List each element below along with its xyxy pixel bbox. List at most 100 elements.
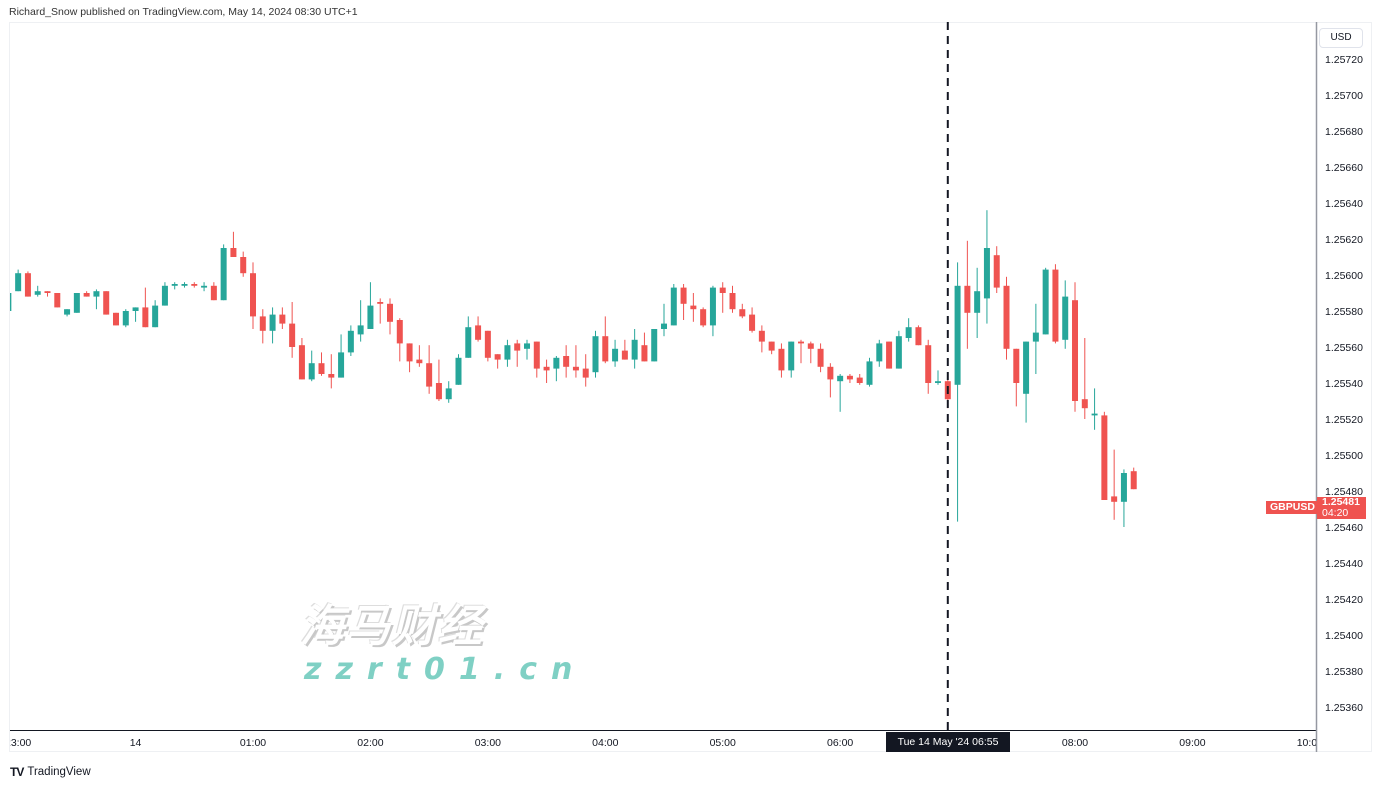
candle-body	[1091, 413, 1098, 416]
candle-body	[886, 341, 893, 369]
candle	[73, 293, 80, 313]
candle	[1042, 267, 1049, 335]
candle	[171, 282, 178, 290]
price-tick-label: 1.25500	[1325, 450, 1363, 462]
candle	[798, 339, 805, 364]
candle	[210, 282, 217, 301]
candle	[1130, 467, 1137, 490]
candle	[856, 374, 863, 385]
candle	[1111, 449, 1118, 520]
candle	[719, 282, 726, 313]
candle-body	[142, 307, 149, 328]
candle	[866, 357, 873, 387]
candle	[690, 293, 697, 322]
candle-body	[426, 363, 433, 387]
footer-brand[interactable]: TV TradingView	[10, 765, 91, 779]
candle	[152, 300, 159, 328]
candle	[465, 316, 472, 358]
candle	[778, 343, 785, 378]
candle	[132, 307, 139, 322]
candle-body	[377, 302, 384, 304]
candle-body	[993, 255, 1000, 288]
candle	[846, 374, 853, 383]
price-tick-label: 1.25360	[1325, 702, 1363, 714]
candle	[15, 269, 22, 292]
candle-body	[171, 284, 178, 286]
tradingview-logo-icon: TV	[10, 765, 24, 779]
candle	[289, 302, 296, 358]
candle-body	[44, 291, 51, 293]
candle	[886, 341, 893, 369]
candle-body	[602, 336, 609, 362]
candle	[876, 339, 883, 367]
candle	[220, 244, 227, 301]
candle	[602, 316, 609, 364]
candle-body	[1062, 296, 1069, 340]
candle-body	[563, 356, 570, 367]
candle	[377, 298, 384, 324]
candle	[680, 284, 687, 320]
candle	[533, 341, 540, 378]
crosshair-time-label: Tue 14 May '24 06:55	[886, 732, 1010, 752]
candle	[1052, 264, 1059, 344]
bar-countdown: 04:20	[1322, 507, 1349, 519]
candle-body	[758, 330, 765, 342]
candle-body	[347, 330, 354, 353]
candle-body	[455, 357, 462, 385]
candle-body	[788, 341, 795, 371]
price-tick-label: 1.25420	[1325, 594, 1363, 606]
candle-body	[582, 368, 589, 378]
candle-body	[817, 348, 824, 367]
candle-body	[651, 329, 658, 362]
candle-body	[289, 323, 296, 347]
candle	[1013, 348, 1020, 407]
candle-body	[915, 327, 922, 346]
candle-body	[729, 293, 736, 310]
price-tick-label: 1.25640	[1325, 198, 1363, 210]
candle	[279, 307, 286, 329]
candle-body	[895, 336, 902, 369]
currency-button[interactable]: USD	[1319, 28, 1363, 48]
candle-body	[680, 287, 687, 304]
candle-body	[876, 343, 883, 362]
candle	[318, 352, 325, 376]
candle-body	[690, 305, 697, 310]
candle	[983, 210, 990, 324]
candle	[230, 231, 237, 257]
candle-body	[201, 285, 208, 288]
candle-body	[846, 375, 853, 380]
candle	[103, 291, 110, 315]
candle	[24, 271, 31, 297]
candle	[10, 293, 12, 311]
candle	[925, 339, 932, 394]
candle-body	[778, 348, 785, 371]
candle	[240, 251, 247, 277]
candle	[54, 293, 61, 308]
candle	[631, 329, 638, 369]
candle	[64, 309, 71, 317]
candle	[641, 332, 648, 362]
candle-body	[1052, 269, 1059, 342]
candle-body	[661, 323, 668, 329]
candle	[1120, 469, 1127, 527]
candle	[524, 339, 531, 360]
candle-body	[445, 388, 452, 400]
candle-body	[484, 330, 491, 358]
candle	[328, 354, 335, 389]
price-tick-label: 1.25520	[1325, 414, 1363, 426]
candle-body	[269, 314, 276, 331]
candle	[729, 285, 736, 313]
candle-body	[1120, 473, 1127, 502]
candle-body	[220, 248, 227, 301]
candle	[406, 343, 413, 373]
candle-body	[73, 293, 80, 313]
candle	[954, 262, 961, 522]
candle	[122, 309, 129, 328]
candle	[455, 354, 462, 385]
candle-body	[122, 311, 129, 326]
chart-frame	[9, 22, 1372, 752]
candle	[553, 356, 560, 382]
candle	[915, 325, 922, 346]
candle-body	[641, 345, 648, 362]
